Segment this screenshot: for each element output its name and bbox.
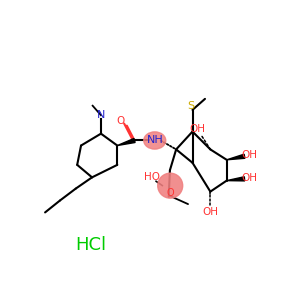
Text: OH: OH: [202, 207, 218, 217]
Circle shape: [158, 173, 183, 198]
Text: OH: OH: [189, 124, 205, 134]
Text: NH: NH: [146, 136, 163, 146]
Text: S: S: [187, 101, 194, 111]
Polygon shape: [117, 139, 135, 145]
Ellipse shape: [144, 132, 166, 149]
Text: O: O: [167, 188, 174, 198]
Text: O: O: [117, 116, 125, 126]
Polygon shape: [227, 177, 245, 181]
Text: N: N: [97, 110, 105, 120]
Text: OH: OH: [242, 150, 258, 160]
Polygon shape: [227, 154, 245, 160]
Text: HCl: HCl: [75, 236, 106, 254]
Text: HO: HO: [144, 172, 160, 182]
Text: OH: OH: [242, 173, 258, 183]
